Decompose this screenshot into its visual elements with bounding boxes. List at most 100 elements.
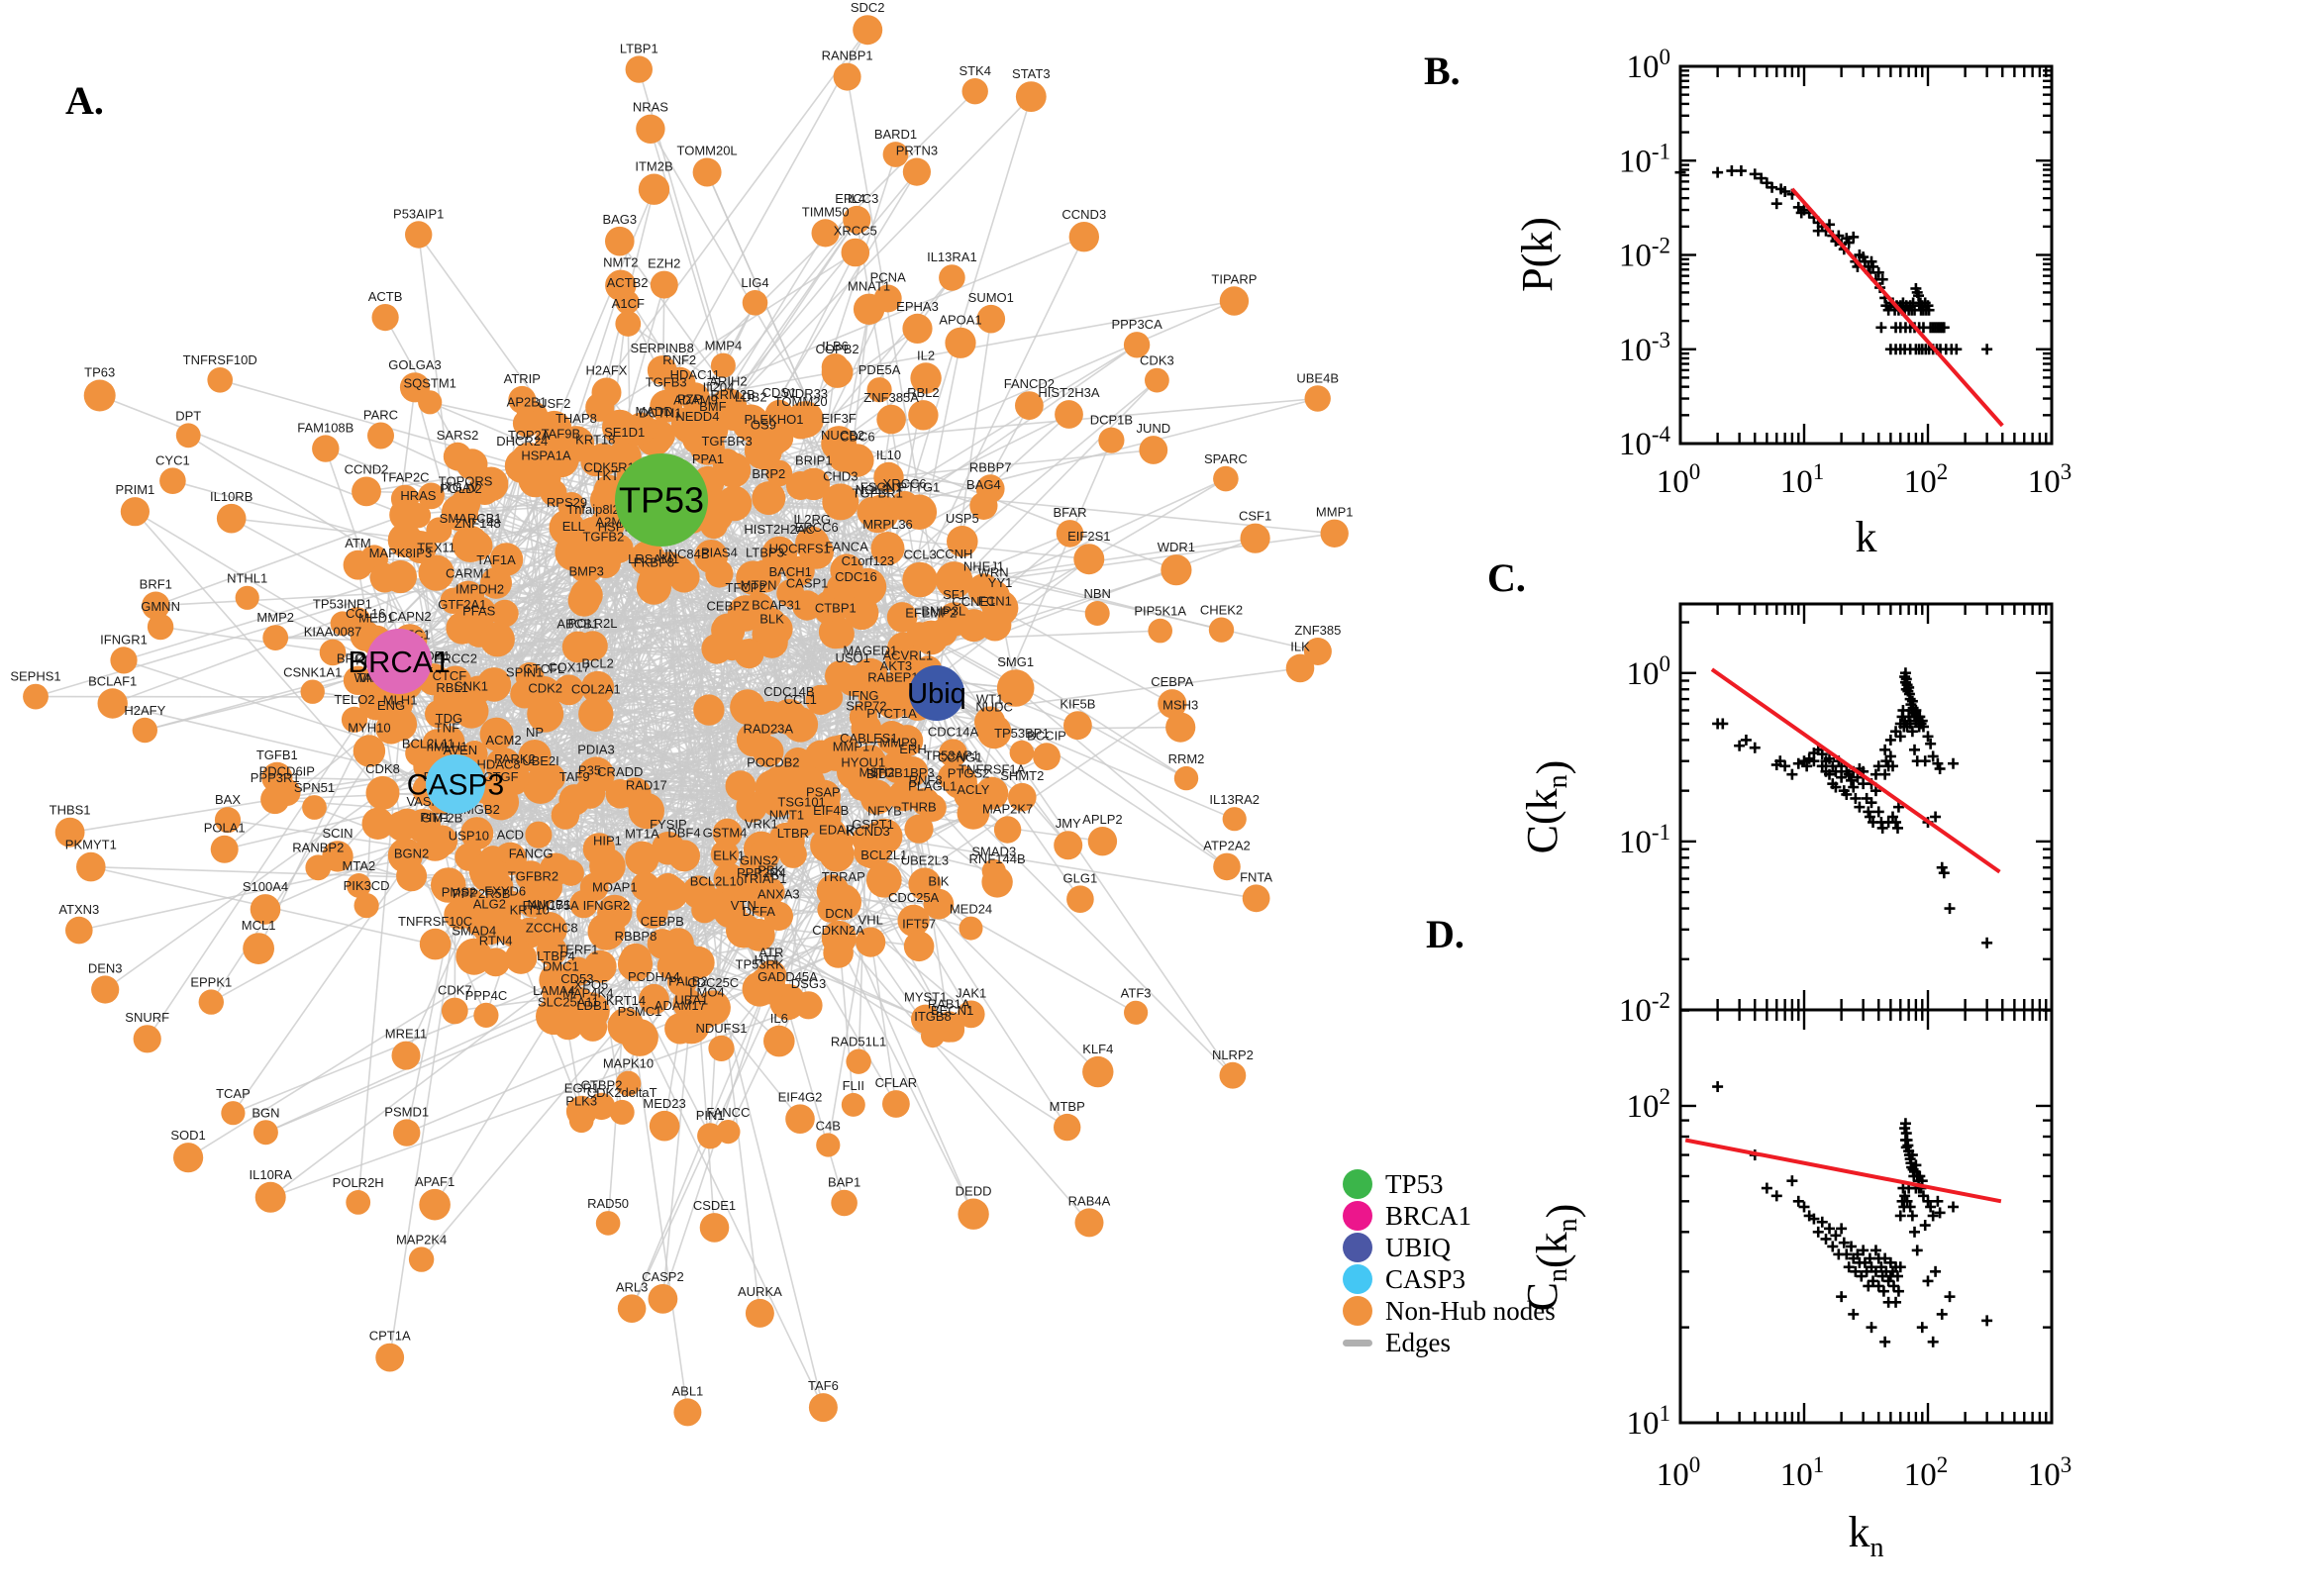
- network-node: [639, 983, 669, 1015]
- network-node: [967, 573, 1000, 606]
- plot-frame: [1678, 602, 2054, 1012]
- fit-line: [1710, 667, 2001, 874]
- legend-item-nonhub: Non-Hub nodes: [1343, 1295, 1556, 1327]
- tick-labels: 100 10-1 10-2: [1619, 651, 1670, 1029]
- data-points: [1712, 1081, 1993, 1347]
- y-tick-label: 100: [1627, 45, 1671, 85]
- tick-labels: 100 101 102 103 102 101: [1627, 1084, 2072, 1493]
- legend-label: Edges: [1385, 1327, 1451, 1357]
- edge-line: [1015, 687, 1228, 868]
- network-node: [849, 567, 887, 606]
- edge-line: [459, 548, 888, 773]
- x-tick-label: 101: [1780, 459, 1825, 500]
- legend-item-casp3: CASP3: [1343, 1263, 1556, 1295]
- edge-line: [727, 96, 1032, 408]
- network-node: [856, 927, 886, 957]
- y-axis-title: P(k): [1513, 217, 1562, 292]
- panel-b: 100 101 102 103 100 10-1 10-2 10-3 10-4 k P(k): [1513, 45, 2071, 561]
- ubiq-swatch-icon: [1343, 1233, 1372, 1262]
- network-node: [590, 482, 624, 517]
- network-node: [518, 740, 552, 773]
- panel-d-label: D.: [1426, 912, 1464, 956]
- network-node: [418, 554, 454, 591]
- edge-line: [936, 692, 1069, 847]
- panel-c-label: C.: [1487, 555, 1526, 600]
- network-node: [904, 814, 934, 844]
- network-node: [947, 526, 978, 557]
- legend-label: Non-Hub nodes: [1385, 1295, 1556, 1326]
- edge-line: [90, 865, 714, 1009]
- nonhub-swatch-icon: [1343, 1296, 1372, 1326]
- network-node: [897, 904, 930, 938]
- legend-item-edges: Edges: [1343, 1327, 1556, 1358]
- legend-label: UBIQ: [1385, 1232, 1451, 1262]
- x-axis-title: k: [1856, 513, 1877, 561]
- y-tick-label: 10-2: [1619, 988, 1670, 1029]
- edge-line: [483, 489, 637, 794]
- plot-frame: [1678, 1008, 2054, 1425]
- network-node: [625, 841, 659, 875]
- edge-line: [846, 76, 945, 633]
- y-axis-title: C(kn): [1518, 760, 1576, 854]
- x-tick-label: 103: [2028, 1452, 2072, 1493]
- legend-label: BRCA1: [1385, 1200, 1472, 1231]
- edge-line: [799, 423, 903, 658]
- network-node: [918, 793, 947, 822]
- x-axis-title: kn: [1849, 1508, 1884, 1563]
- data-points: [1712, 667, 1993, 948]
- edge-line: [666, 469, 735, 888]
- ticks: [1680, 604, 2052, 1012]
- edge-line: [548, 188, 656, 441]
- network-nodes: [23, 15, 1349, 1427]
- network-node: [794, 991, 823, 1020]
- network-legend: TP53 BRCA1 UBIQ CASP3 Non-Hub nodes Edge…: [1343, 1168, 1556, 1358]
- y-tick-label: 10-4: [1619, 422, 1671, 462]
- network-node: [976, 714, 1012, 749]
- network-node: [742, 971, 777, 1007]
- legend-item-brca1: BRCA1: [1343, 1200, 1556, 1232]
- network-node: [939, 739, 967, 768]
- edge-line: [459, 512, 938, 694]
- edge-swatch-icon: [1343, 1339, 1372, 1347]
- network-node: [554, 674, 584, 706]
- legend-item-tp53: TP53: [1343, 1168, 1556, 1200]
- edge-line: [398, 660, 908, 681]
- network-node: [784, 555, 815, 586]
- legend-item-ubiq: UBIQ: [1343, 1232, 1556, 1263]
- edge-line: [265, 955, 688, 1134]
- network-node: [887, 779, 920, 812]
- panel-c: 100 10-1 10-2 C(kn): [1518, 602, 2054, 1029]
- edge-line: [585, 564, 733, 648]
- network-node: [901, 494, 938, 530]
- network-node: [822, 483, 859, 521]
- network-node: [996, 669, 1035, 707]
- edge-line: [660, 232, 827, 501]
- network-node: [365, 775, 400, 810]
- y-tick-label: 101: [1627, 1401, 1671, 1442]
- x-tick-label: 100: [1657, 459, 1701, 500]
- network-node: [870, 532, 905, 565]
- fit-line: [1790, 187, 2004, 428]
- y-tick-label: 10-1: [1619, 139, 1670, 179]
- legend-label: TP53: [1385, 1168, 1444, 1199]
- network-node: [460, 817, 494, 850]
- plot-frame: [1678, 64, 2054, 446]
- y-tick-label: 10-2: [1619, 234, 1670, 274]
- y-tick-label: 10-3: [1619, 328, 1670, 368]
- edge-line: [172, 479, 587, 596]
- edge-line: [134, 511, 384, 794]
- network-node: [353, 735, 386, 767]
- x-tick-label: 100: [1657, 1452, 1701, 1493]
- tick-labels: 100 101 102 103 100 10-1 10-2 10-3 10-4: [1619, 45, 2071, 500]
- brca1-swatch-icon: [1343, 1201, 1372, 1231]
- network-node: [455, 938, 493, 975]
- fit-line: [1684, 1138, 2002, 1204]
- panel-b-label: B.: [1424, 49, 1461, 93]
- network-node: [938, 762, 966, 791]
- network-node: [581, 670, 615, 704]
- x-tick-label: 103: [2028, 459, 2072, 500]
- x-tick-label: 102: [1904, 1452, 1949, 1493]
- y-tick-label: 102: [1627, 1084, 1671, 1125]
